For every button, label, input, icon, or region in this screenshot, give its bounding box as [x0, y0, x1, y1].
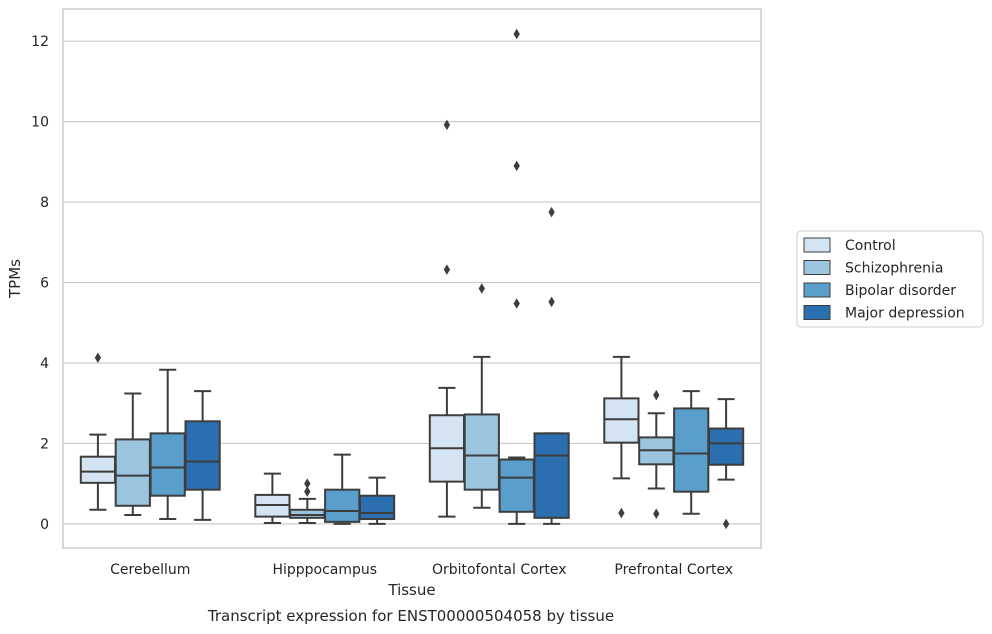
box-iqr: [289, 508, 326, 519]
box-iqr: [673, 407, 710, 493]
box: [638, 389, 675, 520]
legend-swatch: [803, 305, 831, 320]
series-schizophrenia: [114, 283, 675, 525]
outlier-point: [513, 160, 520, 172]
box: [533, 206, 570, 525]
legend-label: Schizophrenia: [845, 261, 943, 277]
box-iqr: [358, 494, 396, 521]
box: [149, 368, 186, 521]
box-iqr: [114, 438, 151, 507]
y-axis: 0 2 4 6 8 10 12: [31, 34, 49, 533]
y-tick-label: 12: [31, 34, 49, 50]
x-tick-label: Orbitofontal Cortex: [432, 562, 567, 578]
box: [428, 119, 466, 518]
legend-swatch: [803, 282, 831, 298]
box-iqr: [498, 458, 535, 513]
box: [707, 398, 745, 530]
box-iqr: [707, 427, 745, 466]
legend-frame: [796, 230, 984, 328]
outlier-point: [304, 486, 311, 497]
series-bipolar-disorder: [149, 28, 710, 525]
outlier-point: [94, 352, 102, 363]
box: [603, 355, 640, 519]
legend-swatch: [803, 260, 831, 275]
y-tick-label: 2: [40, 436, 49, 452]
y-axis-label: TPMs: [6, 259, 24, 299]
y-tick-label: 8: [40, 195, 49, 211]
legend-item: Bipolar disorder: [803, 282, 956, 299]
box-iqr: [463, 413, 500, 491]
outlier-point: [478, 283, 485, 294]
plot-frame: [62, 8, 762, 549]
legend-item: Major depression: [803, 305, 965, 322]
legend-item: Schizophrenia: [803, 260, 943, 277]
chart-caption: Transcript expression for ENST0000050405…: [207, 607, 614, 625]
y-tick-label: 4: [40, 356, 49, 372]
box-iqr: [149, 432, 186, 497]
box: [673, 390, 710, 515]
box: [254, 472, 291, 525]
series-major-depression: [184, 206, 745, 530]
outlier-point: [548, 206, 555, 218]
outlier-point: [722, 518, 730, 530]
legend: Control Schizophrenia Bipolar disorder Majo…: [796, 230, 984, 328]
outlier-point: [548, 296, 555, 308]
legend-item: Control: [803, 237, 896, 254]
box-iqr: [79, 455, 117, 484]
box: [463, 283, 500, 509]
box-iqr: [533, 432, 570, 519]
outlier-point: [304, 478, 311, 489]
box: [324, 453, 361, 525]
y-tick-label: 0: [40, 517, 49, 533]
outlier-point: [443, 119, 451, 131]
y-tick-label: 6: [40, 276, 49, 292]
box: [498, 28, 535, 525]
legend-label: Control: [845, 238, 896, 254]
box-iqr: [324, 488, 361, 523]
outlier-point: [513, 298, 520, 309]
box-iqr: [603, 397, 640, 444]
x-tick-label: Prefrontal Cortex: [614, 562, 733, 578]
legend-swatch: [803, 237, 831, 253]
y-tick-label: 10: [31, 115, 49, 131]
outlier-point: [618, 507, 625, 519]
legend-label: Major depression: [845, 306, 965, 322]
box: [114, 392, 151, 517]
outlier-point: [653, 508, 660, 520]
box-plots: [79, 28, 745, 530]
x-tick-label: Hipppocampus: [272, 562, 377, 578]
x-axis: Cerebellum Hipppocampus Orbitofontal Corte…: [110, 562, 733, 578]
outlier-point: [653, 389, 660, 401]
x-axis-label: Tissue: [387, 581, 435, 599]
box: [358, 476, 396, 525]
x-tick-label: Cerebellum: [110, 562, 190, 578]
box-iqr: [184, 420, 221, 491]
series-control: [79, 119, 640, 525]
legend-label: Bipolar disorder: [845, 283, 956, 299]
box: [184, 390, 221, 521]
outlier-point: [513, 28, 520, 40]
outlier-point: [443, 264, 451, 275]
